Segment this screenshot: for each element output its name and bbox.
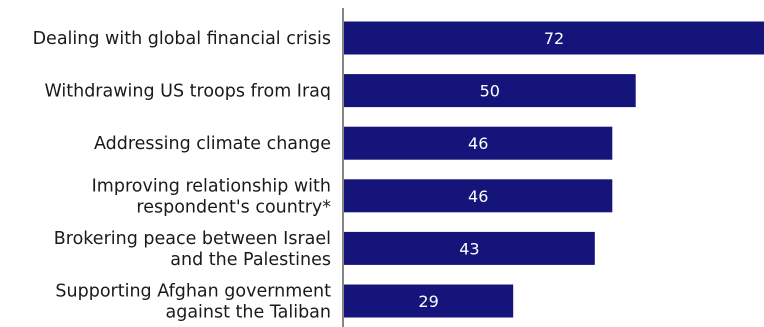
bar — [344, 74, 636, 108]
category-label: Brokering peace between Israel — [54, 229, 331, 249]
category-label: respondent's country* — [136, 197, 331, 217]
value-label: 46 — [468, 134, 488, 153]
bar-group: 72 Dealing with global financial crisis 50… — [33, 21, 764, 323]
category-label: Supporting Afghan government — [55, 282, 331, 302]
value-label: 72 — [544, 29, 564, 48]
bar — [344, 126, 613, 160]
category-label: against the Taliban — [166, 303, 332, 323]
bar — [344, 284, 514, 318]
bar — [344, 231, 595, 265]
category-label: Withdrawing US troops from Iraq — [44, 82, 331, 102]
value-label: 46 — [468, 187, 488, 206]
category-label: and the Palestines — [170, 250, 331, 270]
bar — [344, 179, 613, 213]
category-label: Dealing with global financial crisis — [33, 29, 331, 49]
category-label: Improving relationship with — [92, 176, 331, 196]
value-label: 43 — [459, 239, 479, 258]
category-label: Addressing climate change — [94, 134, 331, 154]
value-label: 29 — [418, 292, 438, 311]
value-label: 50 — [480, 82, 500, 101]
bar — [344, 21, 764, 55]
